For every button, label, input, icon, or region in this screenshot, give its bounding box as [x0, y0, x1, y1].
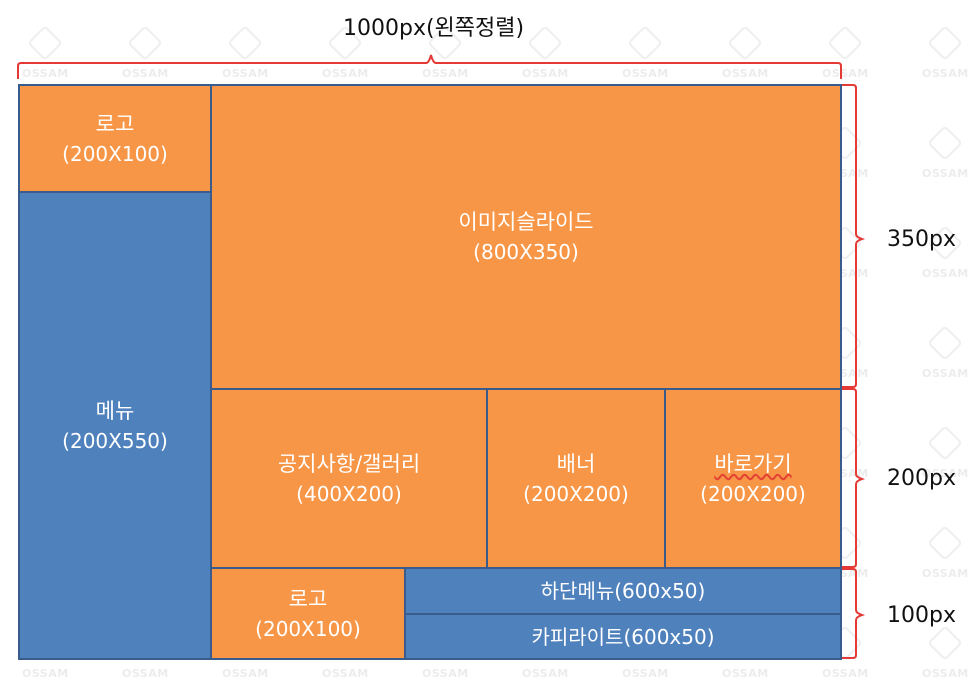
image-slider-block: 이미지슬라이드 (800X350)	[210, 84, 842, 390]
image-slider-title: 이미지슬라이드	[458, 210, 594, 234]
banner-size: (200X200)	[523, 481, 629, 506]
menu-size: (200X550)	[62, 428, 168, 453]
menu-title: 메뉴	[95, 398, 135, 423]
watermark-text: OSSAM	[622, 67, 669, 80]
watermark-tile: OSSAM	[922, 425, 969, 480]
watermark-text: OSSAM	[322, 67, 369, 80]
logo-bottom-title: 로고	[288, 586, 328, 611]
logo-bottom-size: (200X100)	[255, 616, 361, 641]
watermark-text: OSSAM	[822, 667, 869, 680]
watermark-cube-icon	[927, 125, 964, 161]
watermark-tile: OSSAM	[22, 25, 69, 80]
watermark-cube-icon	[927, 525, 964, 561]
watermark-tile: OSSAM	[922, 125, 969, 180]
watermark-tile: OSSAM	[922, 225, 969, 280]
watermark-text: OSSAM	[922, 667, 969, 680]
banner-title: 배너	[556, 451, 596, 476]
watermark-tile: OSSAM	[622, 625, 669, 680]
watermark-cube-icon	[927, 325, 964, 361]
width-dimension-label: 1000px(왼쪽정렬)	[343, 16, 525, 41]
watermark-cube-icon	[227, 25, 264, 61]
watermark-text: OSSAM	[22, 667, 69, 680]
watermark-text: OSSAM	[922, 67, 969, 80]
watermark-text: OSSAM	[922, 567, 969, 580]
watermark-text: OSSAM	[922, 167, 969, 180]
watermark-tile: OSSAM	[922, 625, 969, 680]
logo-top-title: 로고	[95, 111, 135, 136]
logo-top-block: 로고 (200X100)	[18, 84, 212, 193]
watermark-text: OSSAM	[722, 667, 769, 680]
watermark-text: OSSAM	[822, 67, 869, 80]
watermark-text: OSSAM	[522, 67, 569, 80]
notice-gallery-size: (400X200)	[296, 481, 402, 506]
watermark-tile: OSSAM	[522, 625, 569, 680]
menu-block: 메뉴 (200X550)	[18, 191, 212, 660]
watermark-cube-icon	[127, 25, 164, 61]
watermark-text: OSSAM	[122, 67, 169, 80]
height-label-200: 200px	[887, 466, 956, 491]
notice-gallery-block: 공지사항/갤러리 (400X200)	[210, 388, 488, 569]
watermark-tile: OSSAM	[722, 625, 769, 680]
watermark-text: OSSAM	[522, 667, 569, 680]
footer-menu-block: 하단메뉴(600x50)	[404, 567, 842, 615]
shortcut-title: 바로가기	[714, 451, 792, 476]
watermark-text: OSSAM	[622, 667, 669, 680]
watermark-tile: OSSAM	[22, 625, 69, 680]
banner-block: 배너 (200X200)	[486, 388, 666, 569]
watermark-cube-icon	[27, 25, 64, 61]
watermark-text: OSSAM	[222, 667, 269, 680]
watermark-tile: OSSAM	[222, 25, 269, 80]
image-slider-size: (800X350)	[473, 240, 579, 264]
watermark-text: OSSAM	[722, 67, 769, 80]
copyright-label: 카피라이트(600x50)	[531, 624, 715, 649]
watermark-tile: OSSAM	[922, 325, 969, 380]
watermark-cube-icon	[927, 625, 964, 661]
watermark-text: OSSAM	[922, 267, 969, 280]
watermark-text: OSSAM	[22, 67, 69, 80]
watermark-text: OSSAM	[122, 667, 169, 680]
height-label-350: 350px	[887, 227, 956, 252]
watermark-cube-icon	[527, 25, 564, 61]
watermark-tile: OSSAM	[922, 25, 969, 80]
shortcut-block: 바로가기 (200X200)	[664, 388, 842, 569]
watermark-cube-icon	[727, 25, 764, 61]
watermark-cube-icon	[927, 425, 964, 461]
watermark-cube-icon	[927, 25, 964, 61]
copyright-block: 카피라이트(600x50)	[404, 613, 842, 660]
watermark-text: OSSAM	[422, 67, 469, 80]
watermark-tile: OSSAM	[422, 625, 469, 680]
watermark-text: OSSAM	[222, 67, 269, 80]
watermark-tile: OSSAM	[722, 25, 769, 80]
watermark-text: OSSAM	[322, 667, 369, 680]
watermark-tile: OSSAM	[622, 25, 669, 80]
watermark-tile: OSSAM	[122, 625, 169, 680]
watermark-tile: OSSAM	[922, 525, 969, 580]
watermark-cube-icon	[627, 25, 664, 61]
notice-gallery-title: 공지사항/갤러리	[277, 451, 421, 476]
logo-top-size: (200X100)	[62, 141, 168, 166]
shortcut-size: (200X200)	[700, 481, 806, 506]
height-label-100: 100px	[887, 603, 956, 628]
watermark-text: OSSAM	[922, 367, 969, 380]
watermark-text: OSSAM	[922, 467, 969, 480]
watermark-tile: OSSAM	[822, 25, 869, 80]
watermark-tile: OSSAM	[122, 25, 169, 80]
logo-bottom-block: 로고 (200X100)	[210, 567, 406, 660]
watermark-tile: OSSAM	[322, 625, 369, 680]
watermark-tile: OSSAM	[822, 625, 869, 680]
watermark-tile: OSSAM	[522, 25, 569, 80]
watermark-cube-icon	[827, 25, 864, 61]
watermark-text: OSSAM	[422, 667, 469, 680]
watermark-tile: OSSAM	[222, 625, 269, 680]
footer-menu-label: 하단메뉴(600x50)	[540, 579, 706, 603]
